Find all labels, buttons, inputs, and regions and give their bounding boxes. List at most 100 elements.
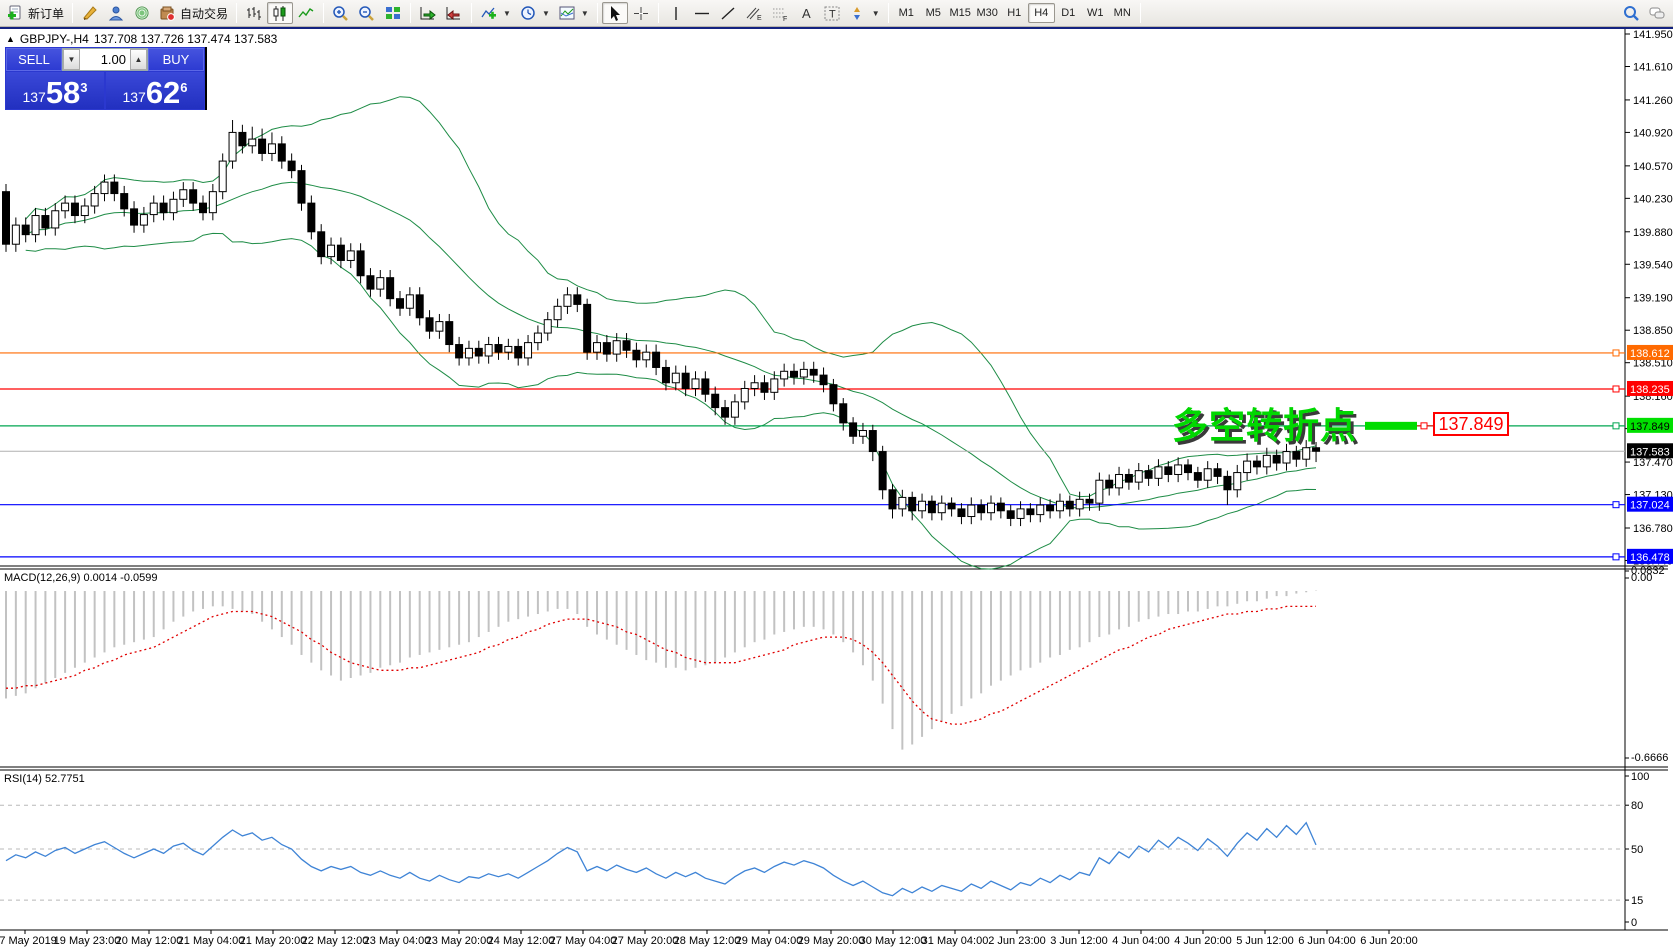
panel-toggle-icon[interactable]: ▲ (6, 34, 15, 44)
annotation-text[interactable]: 多空转折点 (1172, 405, 1358, 446)
autotrading-label: 自动交易 (180, 6, 229, 21)
time-tick-label: 3 Jun 12:00 (1050, 935, 1108, 947)
time-tick-label: 24 May 12:00 (488, 935, 555, 947)
volume-decrease-button[interactable]: ▼ (63, 49, 80, 70)
clock-icon (519, 5, 537, 22)
price-tick-label: 141.950 (1633, 29, 1673, 41)
svg-text:100: 100 (1631, 771, 1649, 783)
timeframe-m5-button[interactable]: M5 (925, 7, 941, 19)
trendline-icon (719, 5, 737, 22)
line-chart-button[interactable] (293, 2, 319, 24)
bar-chart-button[interactable] (241, 2, 267, 24)
timeframe-h1-button[interactable]: H1 (1007, 7, 1022, 19)
svg-text:A: A (802, 6, 811, 21)
hline-anchor[interactable] (1612, 349, 1620, 357)
vertical-line-button[interactable] (663, 2, 689, 24)
svg-text:F: F (783, 16, 787, 22)
price-tick-label: 136.780 (1633, 523, 1673, 535)
autotrading-icon (159, 5, 177, 22)
buy-price-pip: 6 (180, 80, 188, 95)
separator (236, 3, 238, 23)
volume-increase-button[interactable]: ▲ (130, 49, 147, 70)
timeframe-m1-button[interactable]: M1 (898, 7, 914, 19)
hline-price-text: 138.612 (1630, 348, 1670, 360)
search-button[interactable] (1618, 2, 1644, 24)
price-tick-label: 141.610 (1633, 61, 1673, 73)
fibonacci-icon: E (745, 5, 763, 22)
cursor-button[interactable] (601, 2, 628, 24)
chevron-down-icon: ▼ (580, 8, 589, 18)
hline-price-box (1627, 548, 1673, 564)
time-tick-label: 2 Jun 23:00 (988, 935, 1046, 947)
sell-price-button[interactable]: 137 58 3 (6, 72, 104, 109)
bar-chart-icon (245, 5, 263, 22)
buy-label: BUY (148, 48, 204, 71)
timeframe-mn-button[interactable]: MN (1113, 7, 1131, 19)
time-tick-label: 6 Jun 04:00 (1298, 935, 1356, 947)
indicators-button[interactable]: ▼ (476, 2, 515, 24)
timeframe-d1-button[interactable]: D1 (1061, 7, 1076, 19)
fibonacci-button[interactable]: E (741, 2, 767, 24)
sell-price-pip: 3 (80, 80, 88, 95)
hline-price-box (1627, 380, 1673, 396)
arrows-icon (849, 5, 867, 22)
horizontal-line-button[interactable] (689, 2, 715, 24)
timeframe-m15-button[interactable]: M15 (949, 7, 971, 19)
autotrading-button[interactable]: 自动交易 (155, 2, 232, 24)
svg-text:0: 0 (1631, 917, 1637, 929)
hline-anchor[interactable] (1612, 553, 1620, 561)
new-order-button[interactable]: 新订单 (3, 2, 68, 24)
timeframe-m30-button[interactable]: M30 (976, 7, 998, 19)
equidistant-channel-button[interactable]: F (767, 2, 793, 24)
candlestick-button[interactable] (267, 2, 294, 24)
time-tick-label: 27 May 20:00 (612, 935, 679, 947)
auto-scroll-icon (419, 5, 437, 22)
time-tick-label: 5 Jun 12:00 (1236, 935, 1294, 947)
auto-scroll-button[interactable] (415, 2, 441, 24)
horizontal-line-icon (693, 5, 711, 22)
separator (1139, 3, 1141, 23)
chat-button[interactable] (1644, 2, 1670, 24)
accounts-button[interactable] (103, 2, 129, 24)
hline-price-box (1627, 496, 1673, 512)
text-label-button[interactable]: T (819, 2, 845, 24)
hline-anchor[interactable] (1612, 501, 1620, 509)
time-tick-label: 6 Jun 20:00 (1360, 935, 1418, 947)
timeframe-h4-button[interactable]: H4 (1027, 3, 1055, 23)
user-icon (107, 5, 125, 22)
zoom-out-button[interactable] (354, 2, 380, 24)
volume-input[interactable] (80, 49, 130, 70)
separator (657, 3, 659, 23)
chart-shift-button[interactable] (441, 2, 467, 24)
svg-text:0.0832: 0.0832 (1631, 565, 1665, 577)
tile-windows-button[interactable] (380, 2, 406, 24)
hline-anchor[interactable] (1612, 385, 1620, 393)
price-tick-label: 139.880 (1633, 227, 1673, 239)
price-callout-label[interactable]: 137.849 (1433, 412, 1509, 436)
metaeditor-button[interactable] (77, 2, 103, 24)
trendline-button[interactable] (715, 2, 741, 24)
zoom-in-button[interactable] (328, 2, 354, 24)
horizontal-line-objects[interactable]: 138.612 138.235 137.849 137.024 136.478 (0, 344, 1673, 564)
templates-button[interactable]: ▼ (554, 2, 593, 24)
new-order-label: 新订单 (28, 6, 65, 21)
periods-button[interactable]: ▼ (515, 2, 554, 24)
hline-price-text: 138.235 (1630, 384, 1670, 396)
signals-button[interactable] (129, 2, 155, 24)
price-tick-label: 139.540 (1633, 259, 1673, 271)
time-tick-label: 4 Jun 20:00 (1174, 935, 1232, 947)
svg-text:50: 50 (1631, 844, 1643, 856)
buy-price-button[interactable]: 137 62 6 (106, 72, 204, 109)
timeframe-w1-button[interactable]: W1 (1086, 7, 1104, 19)
time-tick-label: 21 May 20:00 (240, 935, 307, 947)
crosshair-button[interactable] (628, 2, 654, 24)
turning-point-marker[interactable] (1365, 421, 1433, 430)
text-button[interactable]: A (793, 2, 819, 24)
svg-text:E: E (757, 15, 762, 22)
hline-anchor[interactable] (1612, 422, 1620, 430)
arrows-button[interactable]: ▼ (845, 2, 884, 24)
chart-plot[interactable]: 141.950 141.610 141.260 140.920 140.570 140.2… (0, 29, 1673, 949)
price-axis[interactable]: 141.950 141.610 141.260 140.920 140.570 140.2… (1625, 29, 1673, 567)
